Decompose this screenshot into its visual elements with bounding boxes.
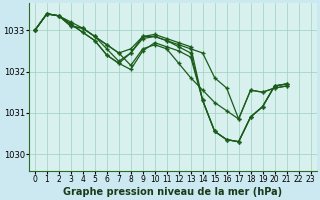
X-axis label: Graphe pression niveau de la mer (hPa): Graphe pression niveau de la mer (hPa) [63,187,282,197]
